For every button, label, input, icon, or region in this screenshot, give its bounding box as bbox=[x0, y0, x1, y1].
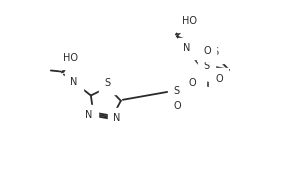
Text: O: O bbox=[188, 78, 196, 88]
Text: HO: HO bbox=[182, 17, 197, 26]
Text: O: O bbox=[173, 101, 181, 111]
Text: S: S bbox=[174, 86, 180, 96]
Text: HO: HO bbox=[64, 53, 78, 64]
Text: N: N bbox=[183, 44, 191, 53]
Text: O: O bbox=[215, 74, 223, 84]
Text: S: S bbox=[105, 78, 111, 88]
Text: N: N bbox=[70, 77, 77, 87]
Text: O: O bbox=[203, 46, 211, 56]
Text: NH: NH bbox=[184, 74, 198, 84]
Text: N: N bbox=[193, 79, 200, 89]
Text: S: S bbox=[213, 47, 219, 57]
Text: S: S bbox=[204, 61, 210, 71]
Text: N: N bbox=[221, 82, 229, 92]
Text: N: N bbox=[85, 110, 92, 120]
Text: N: N bbox=[113, 113, 121, 123]
